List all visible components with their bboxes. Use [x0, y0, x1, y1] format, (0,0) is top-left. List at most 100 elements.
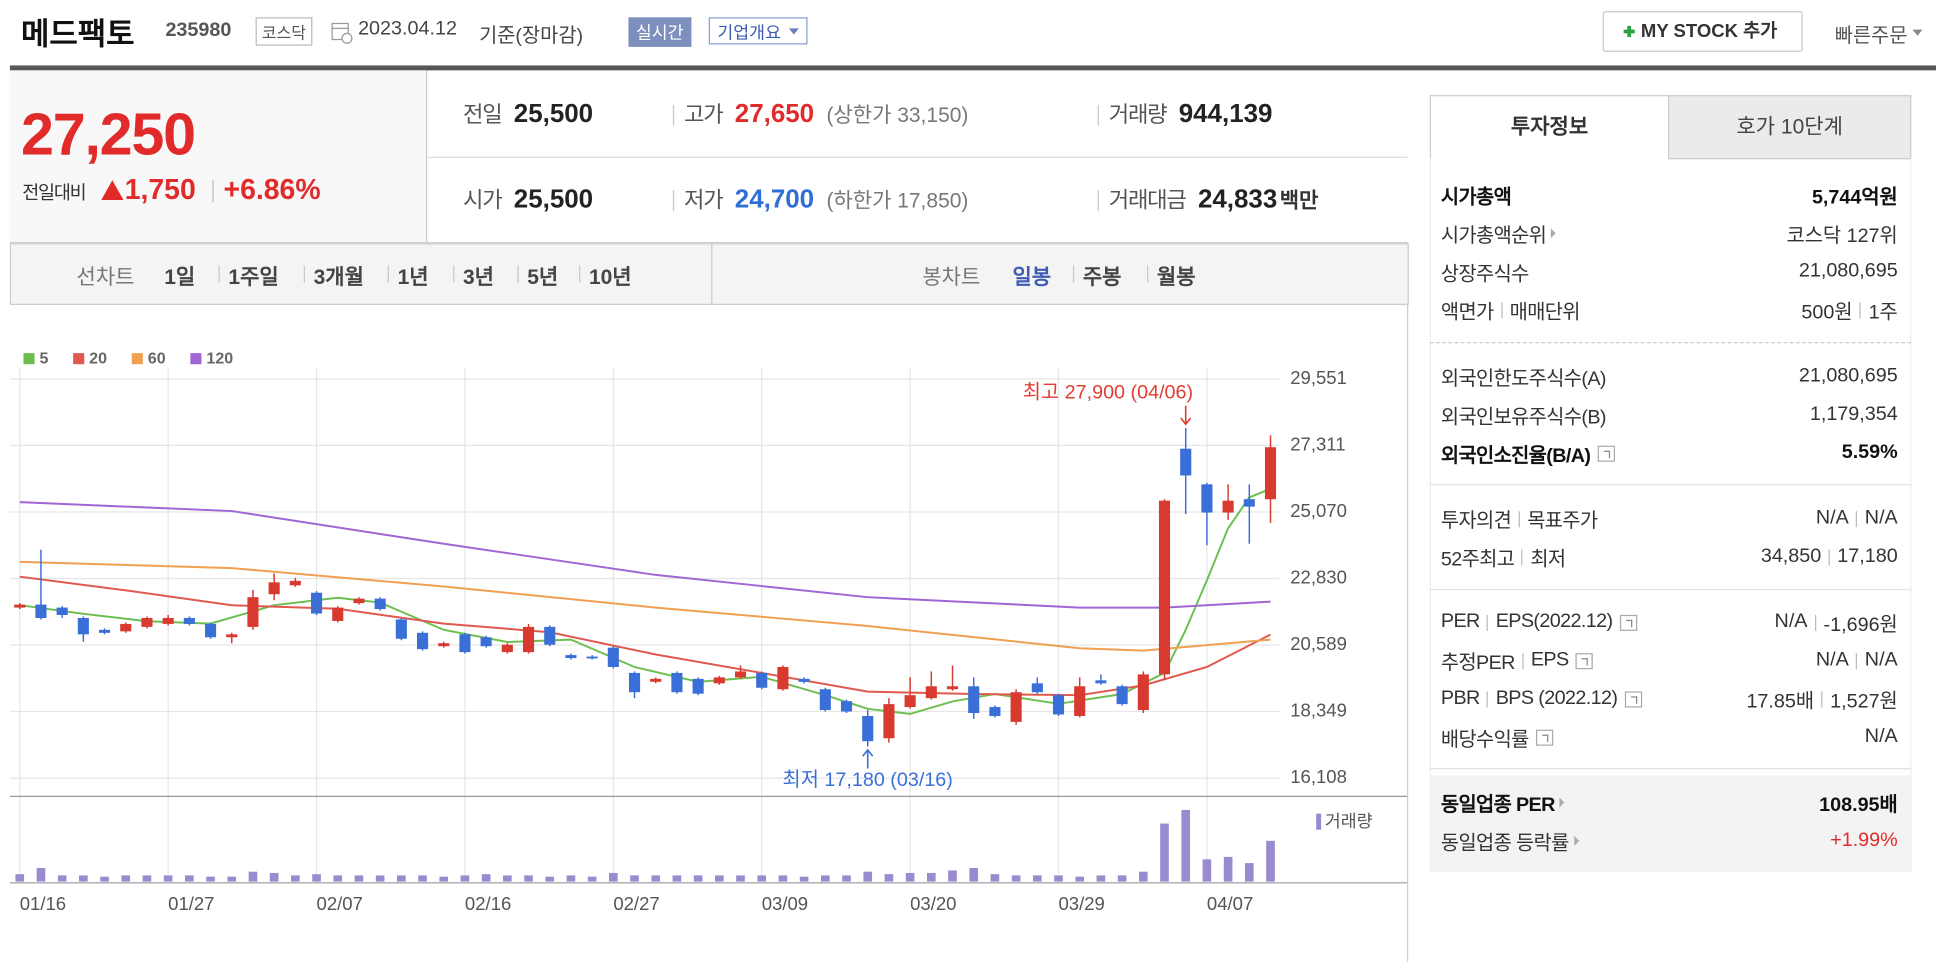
period-tab[interactable]: 1주일 — [228, 265, 279, 289]
info-label-text: PER — [1440, 611, 1480, 633]
info-value: N/A N/A — [1816, 504, 1898, 534]
help-icon[interactable] — [1575, 652, 1594, 669]
volume-bar — [524, 875, 533, 882]
info-label-text: EPS(2022.12) — [1495, 611, 1613, 633]
info-label-text: PBR — [1440, 687, 1480, 709]
candle-body — [141, 617, 153, 627]
separator — [1821, 690, 1823, 707]
realtime-button[interactable]: 실시간 — [628, 17, 691, 47]
info-label: PBR BPS (2022.12) — [1441, 684, 1642, 714]
info-label-text: 추정PER — [1440, 653, 1516, 675]
row-divider — [427, 242, 1408, 244]
change-rate: +6.86% — [223, 172, 321, 205]
info-value-text: 1,179,354 — [1809, 403, 1898, 425]
separator — [1487, 614, 1489, 631]
info-label: 배당수익률 — [1441, 722, 1554, 752]
candle-body — [226, 634, 238, 638]
candle-body — [946, 686, 959, 690]
candle-body — [607, 647, 619, 667]
info-value-text: +1.99% — [1830, 829, 1898, 851]
candle-body — [777, 666, 789, 690]
info-label: 외국인한도주식수(A) — [1441, 362, 1607, 392]
candle-body — [692, 678, 704, 694]
candle-body — [904, 695, 916, 708]
my-stock-button[interactable]: MY STOCK 추가 — [1602, 11, 1803, 52]
help-icon[interactable] — [1624, 690, 1642, 707]
company-overview-button[interactable]: 기업개요 — [708, 17, 807, 45]
candle-tab[interactable]: 월봉 — [1156, 265, 1196, 289]
volume-bar — [121, 875, 131, 882]
more-arrow — [1573, 835, 1579, 846]
info-value-text: 34,850 — [1760, 545, 1822, 567]
separator — [1522, 652, 1524, 669]
volume-bar — [1011, 875, 1021, 882]
period-tab[interactable]: 3년 — [463, 265, 495, 289]
candle-body — [1243, 499, 1255, 507]
candle-body — [1180, 448, 1192, 476]
volume-bar — [630, 875, 639, 882]
x-tick-label: 01/16 — [20, 893, 66, 914]
separator — [218, 265, 220, 283]
price-box — [9, 70, 428, 244]
candle-body — [734, 671, 747, 678]
moving-average-line — [19, 487, 1271, 715]
quick-order-button[interactable]: 빠른주문 — [1835, 19, 1923, 49]
info-value-text: 17.85배 — [1746, 691, 1815, 713]
y-tick-label: 29,551 — [1290, 367, 1347, 388]
info-value-text: 5,744억원 — [1811, 187, 1898, 209]
period-tab[interactable]: 1일 — [164, 265, 196, 289]
period-tab[interactable]: 3개월 — [313, 265, 364, 289]
candle-body — [204, 623, 217, 638]
candle-body — [501, 644, 513, 653]
orderbook-tab[interactable]: 호가 10단계 — [1668, 95, 1912, 160]
candle-tab[interactable]: 일봉 — [1012, 265, 1052, 289]
info-value-text: 500원 — [1801, 302, 1853, 324]
volume-bar — [990, 874, 1000, 882]
help-mark — [1603, 450, 1611, 458]
candle-body — [416, 632, 429, 650]
info-value: +1.99% — [1830, 826, 1898, 856]
candle-body — [1074, 686, 1086, 716]
volume-bar — [1096, 875, 1106, 882]
summary-cell: 거래대금 24,833 백만 — [1109, 183, 1319, 215]
info-tab[interactable]: 투자정보 — [1429, 95, 1670, 160]
period-tab[interactable]: 10년 — [588, 265, 632, 289]
help-icon[interactable] — [1619, 614, 1638, 631]
legend-label: 5 — [40, 350, 49, 368]
legend-swatch — [131, 353, 143, 365]
volume-bar — [715, 875, 724, 882]
candle-body — [650, 678, 662, 682]
volume-bar — [651, 875, 661, 882]
volume-bar — [1223, 856, 1233, 882]
separator — [1500, 301, 1503, 318]
separator — [387, 265, 389, 283]
period-tab[interactable]: 5년 — [527, 265, 559, 289]
info-value: 21,080,695 — [1799, 257, 1898, 287]
help-icon[interactable] — [1536, 729, 1554, 746]
volume-bar — [36, 867, 46, 882]
info-value-text: 108.95배 — [1819, 795, 1898, 817]
separator — [212, 180, 214, 203]
separator — [517, 265, 519, 283]
candle-body — [310, 592, 323, 614]
summary-unit: 백만 — [1279, 188, 1319, 213]
industry-box — [1429, 775, 1912, 872]
candle-body — [862, 715, 874, 742]
info-label-text: 액면가 — [1440, 302, 1494, 324]
info-label-text: 외국인보유주식수(B) — [1440, 407, 1607, 429]
info-label: 외국인보유주식수(B) — [1440, 400, 1607, 430]
info-value-text: N/A — [1815, 507, 1849, 529]
period-tab[interactable]: 1년 — [397, 265, 429, 289]
candle-body — [925, 686, 937, 699]
info-value-text: 17,180 — [1837, 545, 1898, 567]
info-label-text: 시가총액 — [1440, 187, 1512, 209]
volume-bar — [15, 874, 25, 882]
separator — [1859, 301, 1862, 318]
help-icon[interactable] — [1597, 445, 1616, 462]
candle-tab[interactable]: 주봉 — [1082, 265, 1122, 289]
x-tick-label: 02/27 — [613, 893, 659, 914]
separator — [1856, 652, 1858, 669]
y-tick-label: 18,349 — [1290, 699, 1347, 720]
limit-price: (상한가 33,150) — [826, 103, 969, 128]
